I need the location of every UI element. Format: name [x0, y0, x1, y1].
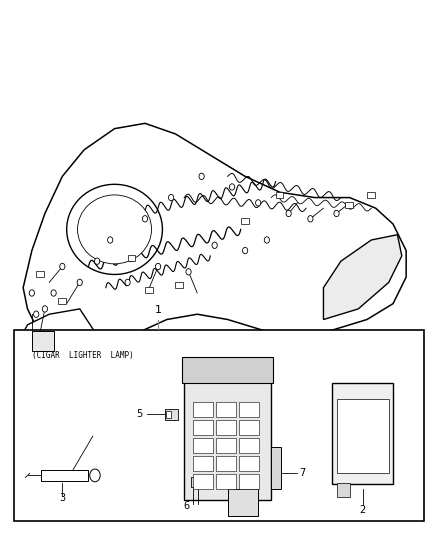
Circle shape [108, 237, 113, 243]
Bar [216, 402, 236, 417]
Bar [36, 271, 44, 277]
Circle shape [34, 311, 39, 317]
Text: (CIGAR  LIGHTER  LAMP): (CIGAR LIGHTER LAMP) [32, 351, 134, 360]
Circle shape [255, 200, 261, 206]
Circle shape [51, 290, 56, 296]
Bar [239, 474, 259, 489]
Circle shape [142, 216, 148, 222]
Bar [216, 474, 236, 489]
Circle shape [230, 184, 235, 190]
Bar [193, 438, 212, 453]
Bar [239, 438, 259, 453]
Bar [239, 456, 259, 471]
Polygon shape [19, 309, 97, 399]
Bar [32, 331, 54, 351]
Bar [41, 470, 88, 481]
Circle shape [308, 216, 313, 222]
Bar [165, 409, 178, 420]
Circle shape [212, 242, 217, 248]
Bar [276, 192, 283, 198]
Bar [193, 474, 212, 489]
Text: 6: 6 [183, 502, 189, 511]
Bar [58, 298, 66, 304]
Text: 2: 2 [360, 505, 366, 515]
Bar [193, 456, 212, 471]
Circle shape [286, 211, 291, 216]
Circle shape [334, 211, 339, 216]
Bar [332, 383, 393, 484]
Bar [216, 421, 236, 435]
Circle shape [264, 237, 269, 243]
Circle shape [90, 469, 100, 482]
Bar [193, 402, 212, 417]
Circle shape [243, 247, 248, 254]
Bar [336, 483, 350, 497]
Bar [127, 255, 135, 261]
Bar [228, 489, 258, 516]
Circle shape [29, 290, 35, 296]
Text: 3: 3 [59, 493, 65, 503]
Circle shape [42, 306, 47, 312]
Circle shape [77, 279, 82, 286]
Polygon shape [23, 123, 406, 357]
Circle shape [155, 263, 161, 270]
Circle shape [169, 195, 174, 201]
Circle shape [186, 269, 191, 275]
Circle shape [95, 258, 100, 264]
Bar [216, 438, 236, 453]
Circle shape [60, 263, 65, 270]
Bar [145, 287, 153, 293]
Bar [182, 357, 273, 383]
Ellipse shape [78, 195, 152, 264]
Bar [184, 362, 271, 500]
Text: 1: 1 [155, 305, 162, 315]
Bar [239, 402, 259, 417]
Text: 5: 5 [136, 409, 142, 419]
Bar [191, 477, 200, 487]
Bar [176, 282, 184, 288]
Bar [216, 456, 236, 471]
Circle shape [125, 279, 130, 286]
Text: 7: 7 [300, 468, 306, 478]
Bar [336, 399, 389, 473]
Bar [271, 447, 281, 489]
Bar [193, 421, 212, 435]
Polygon shape [323, 235, 402, 319]
Circle shape [199, 173, 204, 180]
Bar [239, 421, 259, 435]
Ellipse shape [67, 184, 162, 274]
Bar [241, 218, 249, 224]
Bar [367, 192, 375, 198]
Bar [345, 203, 353, 208]
Bar [166, 411, 171, 418]
Bar [14, 330, 424, 521]
